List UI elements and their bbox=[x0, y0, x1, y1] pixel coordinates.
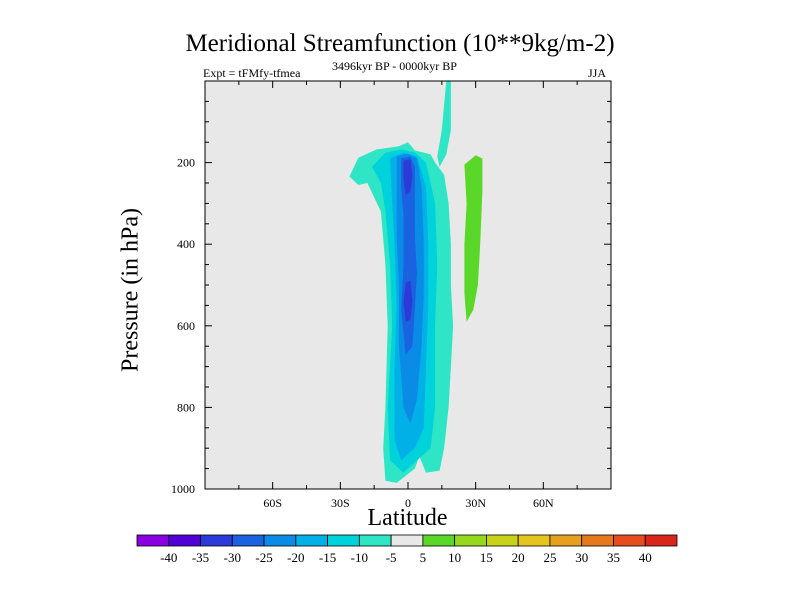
colorbar-label: 35 bbox=[607, 550, 620, 565]
colorbar-label: 5 bbox=[420, 550, 427, 565]
colorbar-swatch bbox=[486, 534, 519, 547]
colorbar-swatch bbox=[644, 534, 678, 547]
colorbar-label: -25 bbox=[255, 550, 272, 565]
colorbar-swatch bbox=[549, 534, 583, 547]
colorbar-label: 40 bbox=[639, 550, 652, 565]
colorbar-label: 25 bbox=[543, 550, 556, 565]
y-tick-label: 1000 bbox=[171, 482, 195, 496]
x-tick-label: 0 bbox=[405, 496, 411, 510]
colorbar-swatch bbox=[358, 534, 392, 547]
colorbar-swatch bbox=[422, 534, 456, 547]
colorbar-label: 10 bbox=[448, 550, 461, 565]
y-tick-label: 200 bbox=[177, 156, 195, 170]
colorbar-swatch bbox=[200, 534, 233, 547]
y-tick-label: 600 bbox=[177, 319, 195, 333]
colorbar-label: -40 bbox=[160, 550, 177, 565]
contour-ascending-branch bbox=[437, 81, 451, 167]
colorbar-swatch bbox=[263, 534, 297, 547]
y-tick-label: 800 bbox=[177, 400, 195, 414]
colorbar-label: -10 bbox=[351, 550, 368, 565]
colorbar-label: -15 bbox=[319, 550, 336, 565]
x-tick-label: 60N bbox=[533, 496, 554, 510]
colorbar-label: -35 bbox=[192, 550, 209, 565]
colorbar-label: -5 bbox=[386, 550, 397, 565]
x-axis-label: Latitude bbox=[367, 505, 448, 531]
y-axis-label: Pressure (in hPa) bbox=[117, 208, 144, 372]
colorbar-swatch bbox=[327, 534, 360, 547]
colorbar-label: -30 bbox=[224, 550, 241, 565]
colorbar-label: 15 bbox=[480, 550, 493, 565]
x-tick-label: 60S bbox=[263, 496, 282, 510]
colorbar-label: 20 bbox=[512, 550, 525, 565]
colorbar-swatch bbox=[295, 534, 328, 547]
time-range-label: 3496kyr BP - 0000kyr BP bbox=[332, 59, 457, 73]
colorbar-swatch bbox=[613, 534, 646, 547]
colorbar-swatch bbox=[581, 534, 614, 547]
colorbar-label: 30 bbox=[575, 550, 588, 565]
colorbar-swatch bbox=[231, 534, 265, 547]
contour-positive-cell bbox=[464, 155, 483, 322]
colorbar-swatch bbox=[390, 534, 424, 547]
contour-level-minus-35-lower bbox=[403, 280, 413, 322]
colorbar-label: -20 bbox=[287, 550, 304, 565]
x-tick-label: 30S bbox=[331, 496, 350, 510]
colorbar-swatch bbox=[168, 534, 201, 547]
colorbar-swatch bbox=[517, 534, 551, 547]
experiment-label: Expt = tFMfy-tfmea bbox=[203, 66, 301, 80]
x-tick-label: 30N bbox=[465, 496, 486, 510]
colorbar-swatch bbox=[454, 534, 487, 547]
season-label: JJA bbox=[588, 66, 607, 80]
contour-level-minus-35 bbox=[403, 159, 413, 196]
colorbar-swatch bbox=[136, 534, 170, 547]
chart-title: Meridional Streamfunction (10**9kg/m-2) bbox=[185, 30, 615, 57]
y-tick-label: 400 bbox=[177, 237, 195, 251]
